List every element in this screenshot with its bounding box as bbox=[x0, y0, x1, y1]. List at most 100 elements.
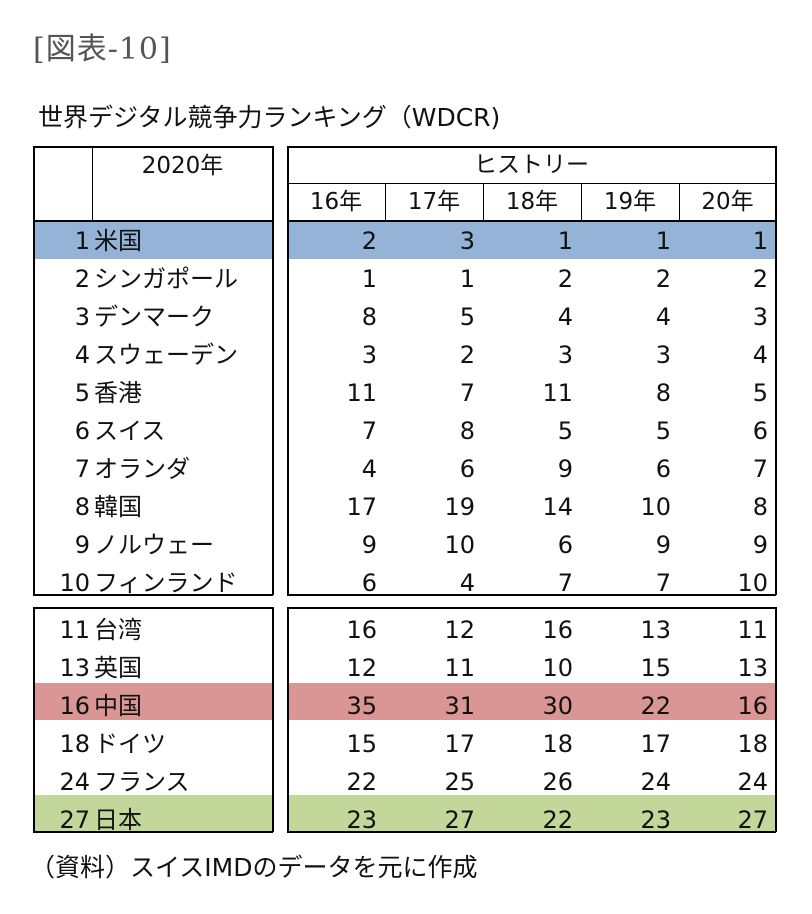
history-cell: 5 bbox=[557, 417, 573, 445]
history-cell: 12 bbox=[444, 616, 475, 644]
history-cell: 17 bbox=[444, 730, 475, 758]
history-cell: 25 bbox=[444, 768, 475, 796]
history-cell: 4 bbox=[655, 303, 671, 331]
border-line bbox=[775, 146, 777, 595]
history-cell: 1 bbox=[752, 227, 768, 255]
history-cell: 10 bbox=[737, 569, 768, 597]
source-note: （資料）スイスIMDのデータを元に作成 bbox=[30, 853, 478, 882]
history-cell: 14 bbox=[542, 493, 573, 521]
rank-cell: 18 bbox=[59, 730, 90, 758]
history-cell: 3 bbox=[655, 341, 671, 369]
history-cell: 22 bbox=[542, 806, 573, 834]
border-line bbox=[287, 183, 776, 184]
history-cell: 7 bbox=[752, 455, 768, 483]
history-cell: 17 bbox=[640, 730, 671, 758]
rank-cell: 16 bbox=[59, 692, 90, 720]
history-cell: 6 bbox=[459, 455, 475, 483]
history-cell: 7 bbox=[557, 569, 573, 597]
row-highlight-japan bbox=[35, 795, 272, 832]
row-highlight-us bbox=[289, 222, 775, 259]
country-cell: 台湾 bbox=[94, 616, 142, 644]
history-cell: 6 bbox=[752, 417, 768, 445]
border-line bbox=[581, 183, 582, 221]
country-cell: スイス bbox=[94, 417, 166, 445]
history-cell: 9 bbox=[361, 531, 377, 559]
history-cell: 23 bbox=[346, 806, 377, 834]
history-cell: 27 bbox=[737, 806, 768, 834]
rank-cell: 11 bbox=[59, 616, 90, 644]
header-history-group: ヒストリー bbox=[474, 152, 589, 178]
history-cell: 22 bbox=[346, 768, 377, 796]
border-line bbox=[33, 607, 35, 832]
history-cell: 16 bbox=[737, 692, 768, 720]
history-cell: 11 bbox=[737, 616, 768, 644]
history-cell: 6 bbox=[557, 531, 573, 559]
rank-cell: 9 bbox=[74, 531, 90, 559]
history-cell: 35 bbox=[346, 692, 377, 720]
country-cell: 英国 bbox=[94, 654, 142, 682]
history-cell: 22 bbox=[640, 692, 671, 720]
border-line bbox=[287, 594, 776, 596]
history-cell: 4 bbox=[752, 341, 768, 369]
border-line bbox=[775, 607, 777, 832]
history-cell: 2 bbox=[557, 265, 573, 293]
history-cell: 8 bbox=[655, 379, 671, 407]
border-line bbox=[33, 146, 273, 148]
history-cell: 6 bbox=[655, 455, 671, 483]
history-cell: 5 bbox=[459, 303, 475, 331]
history-cell: 26 bbox=[542, 768, 573, 796]
border-line bbox=[679, 183, 680, 221]
country-cell: ノルウェー bbox=[94, 531, 214, 559]
country-cell: 米国 bbox=[94, 227, 142, 255]
history-cell: 2 bbox=[361, 227, 377, 255]
history-cell: 15 bbox=[640, 654, 671, 682]
history-cell: 7 bbox=[361, 417, 377, 445]
country-cell: ドイツ bbox=[94, 730, 166, 758]
history-cell: 5 bbox=[752, 379, 768, 407]
history-cell: 13 bbox=[737, 654, 768, 682]
rank-cell: 6 bbox=[74, 417, 90, 445]
history-cell: 4 bbox=[459, 569, 475, 597]
rank-cell: 8 bbox=[74, 493, 90, 521]
table-title: 世界デジタル競争力ランキング（WDCR) bbox=[38, 103, 501, 132]
history-cell: 12 bbox=[346, 654, 377, 682]
history-cell: 19 bbox=[444, 493, 475, 521]
country-cell: フランス bbox=[94, 768, 190, 796]
history-cell: 1 bbox=[655, 227, 671, 255]
border-line bbox=[33, 146, 35, 595]
history-cell: 8 bbox=[361, 303, 377, 331]
border-line bbox=[33, 607, 273, 609]
history-cell: 10 bbox=[640, 493, 671, 521]
country-cell: オランダ bbox=[94, 455, 190, 483]
history-cell: 16 bbox=[346, 616, 377, 644]
border-line bbox=[33, 220, 273, 222]
header-year: 19年 bbox=[603, 189, 657, 215]
history-cell: 18 bbox=[542, 730, 573, 758]
history-cell: 11 bbox=[444, 654, 475, 682]
history-cell: 2 bbox=[655, 265, 671, 293]
rank-cell: 5 bbox=[74, 379, 90, 407]
history-cell: 4 bbox=[557, 303, 573, 331]
country-cell: フィンランド bbox=[94, 569, 238, 597]
history-cell: 11 bbox=[346, 379, 377, 407]
border-line bbox=[287, 607, 289, 832]
history-cell: 1 bbox=[459, 265, 475, 293]
rank-cell: 3 bbox=[74, 303, 90, 331]
history-cell: 1 bbox=[557, 227, 573, 255]
history-cell: 3 bbox=[752, 303, 768, 331]
rank-cell: 2 bbox=[74, 265, 90, 293]
border-line bbox=[287, 220, 776, 222]
border-line bbox=[33, 594, 273, 596]
history-cell: 2 bbox=[752, 265, 768, 293]
history-cell: 5 bbox=[655, 417, 671, 445]
history-cell: 9 bbox=[557, 455, 573, 483]
rank-cell: 7 bbox=[74, 455, 90, 483]
border-line bbox=[272, 146, 274, 595]
row-highlight-china bbox=[35, 683, 272, 720]
history-cell: 18 bbox=[737, 730, 768, 758]
border-line bbox=[287, 607, 776, 609]
history-cell: 3 bbox=[361, 341, 377, 369]
row-highlight-us bbox=[35, 222, 272, 259]
header-rank-group: 2020年 bbox=[141, 153, 224, 179]
